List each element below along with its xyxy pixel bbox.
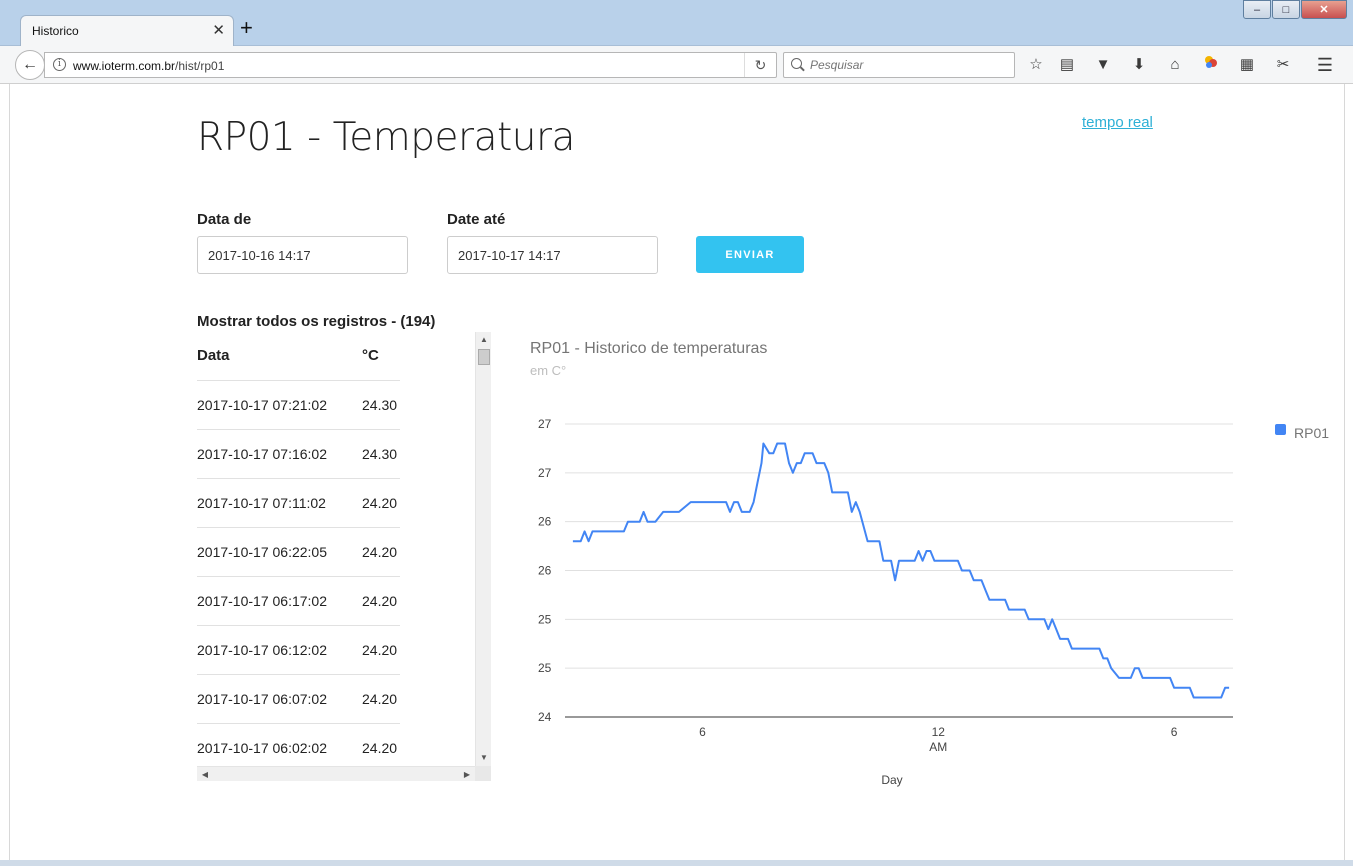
records-title: Mostrar todos os registros - (194) [197, 313, 436, 330]
scroll-left-icon[interactable]: ◀ [201, 770, 209, 779]
chart-title: RP01 - Historico de temperaturas [530, 340, 767, 357]
column-header-temp: °C [362, 332, 400, 381]
chart-series [572, 442, 1230, 699]
navigation-toolbar: ← i www.ioterm.com.br/hist/rp01 ↻ ☆ ▤ ▼ … [0, 46, 1353, 84]
chart-y-axis: 24 25 25 26 26 27 27 [538, 417, 552, 724]
back-button[interactable]: ← [15, 50, 45, 80]
legend-label: RP01 [1294, 425, 1329, 441]
scroll-right-icon[interactable]: ▶ [463, 770, 471, 779]
x-tick-sublabel: AM [929, 740, 947, 754]
menu-hamburger-icon[interactable]: ☰ [1316, 55, 1334, 75]
tab-close-icon[interactable]: ✕ [212, 22, 225, 39]
pocket-icon[interactable]: ▼ [1095, 56, 1111, 73]
search-icon [791, 58, 802, 69]
chart-subtitle: em C° [530, 363, 566, 378]
realtime-link[interactable]: tempo real [1082, 114, 1153, 131]
date-to-label: Date até [447, 211, 506, 228]
cell-temp: 24.30 [362, 429, 400, 479]
cell-date: 2017-10-17 06:17:02 [197, 576, 362, 626]
taskbar-strip [0, 860, 1353, 866]
x-tick-label: 6 [1171, 725, 1178, 739]
cell-date: 2017-10-17 06:07:02 [197, 674, 362, 724]
cell-temp: 24.20 [362, 576, 400, 626]
extension-icon[interactable] [1200, 54, 1222, 76]
submit-button[interactable]: ENVIAR [696, 236, 804, 273]
date-to-input[interactable] [447, 236, 658, 274]
cell-date: 2017-10-17 07:11:02 [197, 478, 362, 528]
window-controls: – □ ✕ [1242, 0, 1347, 19]
cell-date: 2017-10-17 06:02:02 [197, 723, 362, 773]
scrollbar-corner [475, 766, 491, 781]
table-row: 2017-10-17 07:11:02 24.20 [197, 478, 400, 528]
table-row: 2017-10-17 07:21:02 24.30 [197, 380, 400, 430]
y-tick-label: 27 [538, 417, 552, 431]
cell-temp: 24.20 [362, 625, 400, 675]
table-row: 2017-10-17 07:16:02 24.30 [197, 429, 400, 479]
legend-swatch [1275, 424, 1286, 435]
y-tick-label: 26 [538, 515, 552, 529]
table-header-row: Data °C [197, 332, 400, 381]
vertical-scrollbar[interactable]: ▲ ▼ [475, 332, 491, 766]
table-row: 2017-10-17 06:12:02 24.20 [197, 625, 400, 675]
y-tick-label: 25 [538, 661, 552, 675]
horizontal-scrollbar[interactable]: ◀ ▶ [197, 766, 475, 781]
screenshot-tool-icon[interactable]: ✂ [1276, 56, 1290, 73]
tab-title: Historico [32, 24, 79, 38]
reading-list-icon[interactable]: ▤ [1059, 56, 1075, 73]
table-row: 2017-10-17 06:22:05 24.20 [197, 527, 400, 577]
cell-temp: 24.30 [362, 380, 400, 430]
search-bar[interactable] [783, 52, 1015, 78]
cell-temp: 24.20 [362, 478, 400, 528]
new-tab-button[interactable]: + [240, 15, 253, 40]
cell-date: 2017-10-17 06:12:02 [197, 625, 362, 675]
site-info-icon[interactable]: i [53, 58, 66, 71]
library-icon[interactable]: ▦ [1239, 56, 1255, 73]
url-path: /hist/rp01 [175, 59, 225, 73]
y-tick-label: 27 [538, 466, 552, 480]
date-from-label: Data de [197, 211, 252, 228]
x-tick-label: 12 [932, 725, 946, 739]
close-window-button[interactable]: ✕ [1301, 0, 1347, 19]
back-arrow-icon: ← [22, 56, 38, 73]
browser-tab[interactable]: Historico ✕ [20, 15, 234, 46]
url-host: www.ioterm.com.br [73, 59, 176, 73]
cell-temp: 24.20 [362, 723, 400, 773]
downloads-icon[interactable]: ⬇ [1132, 56, 1146, 73]
cell-temp: 24.20 [362, 674, 400, 724]
records-panel[interactable]: Data °C 2017-10-17 07:21:02 24.30 2017-10… [197, 332, 491, 781]
cell-date: 2017-10-17 07:16:02 [197, 429, 362, 479]
records-table: Data °C 2017-10-17 07:21:02 24.30 2017-10… [197, 332, 400, 773]
y-tick-label: 24 [538, 710, 552, 724]
column-header-date: Data [197, 332, 362, 381]
url-text[interactable]: www.ioterm.com.br/hist/rp01 [73, 59, 224, 73]
series-line-rp01[interactable] [572, 442, 1230, 699]
cell-temp: 24.20 [362, 527, 400, 577]
page-title: RP01 - Temperatura [197, 115, 575, 160]
scroll-down-icon[interactable]: ▼ [480, 753, 488, 762]
y-tick-label: 26 [538, 564, 552, 578]
chart-legend[interactable]: RP01 [1275, 424, 1329, 441]
scroll-thumb[interactable] [478, 349, 490, 365]
x-axis-label: Day [881, 773, 902, 787]
minimize-button[interactable]: – [1243, 0, 1271, 19]
home-icon[interactable]: ⌂ [1170, 56, 1180, 73]
maximize-button[interactable]: □ [1272, 0, 1300, 19]
bookmark-star-icon[interactable]: ☆ [1029, 56, 1043, 73]
temperature-chart: RP01 - Historico de temperaturas em C° 2… [530, 340, 1329, 787]
reload-icon[interactable]: ↻ [744, 53, 776, 77]
window-titlebar: – □ ✕ Historico ✕ + [0, 0, 1353, 46]
x-tick-label: 6 [699, 725, 706, 739]
chart-gridlines [565, 423, 1233, 718]
date-from-input[interactable] [197, 236, 408, 274]
url-bar[interactable]: i www.ioterm.com.br/hist/rp01 ↻ [44, 52, 777, 78]
table-row: 2017-10-17 06:17:02 24.20 [197, 576, 400, 626]
scroll-up-icon[interactable]: ▲ [480, 335, 488, 344]
y-tick-label: 25 [538, 612, 552, 626]
search-input[interactable] [810, 58, 1010, 72]
cell-date: 2017-10-17 06:22:05 [197, 527, 362, 577]
cell-date: 2017-10-17 07:21:02 [197, 380, 362, 430]
table-row: 2017-10-17 06:02:02 24.20 [197, 723, 400, 773]
table-row: 2017-10-17 06:07:02 24.20 [197, 674, 400, 724]
